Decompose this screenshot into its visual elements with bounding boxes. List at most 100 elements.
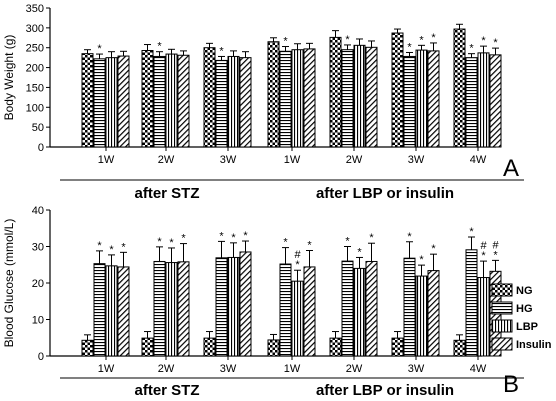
y-axis-label: Body Weight (g) [2,35,16,121]
legend-label: LBP [516,321,538,333]
significance-marker: * [307,240,312,252]
x-tick-label: 3W [220,154,237,166]
significance-marker: * [157,41,162,53]
chart-panel-a: 0 50 100 150 200 250 300 350 Body Weight (g) 1W * 2… [2,3,524,202]
y-tick-label: 350 [26,3,44,15]
y-tick-label: 20 [32,278,44,290]
group-label: after STZ [134,382,199,399]
significance-marker: * [97,240,102,252]
y-tick-label: 50 [32,122,44,134]
bar-lbp [353,267,366,357]
y-tick-label: 30 [32,242,44,254]
y-tick-label: 250 [26,43,44,55]
legend-swatch-lbp [491,319,513,333]
x-tick-label: 4W [470,363,487,375]
y-tick-label: 200 [26,63,44,75]
bar-insulin [239,251,252,357]
bar-hg [341,49,354,148]
bar-insulin [177,54,190,148]
y-axis-label: Blood Glucose (mmol/L) [2,219,16,348]
significance-marker: * [357,246,362,258]
bar-lbp [105,57,118,148]
bar-lbp [291,49,304,148]
bar-insulin [177,261,190,357]
bar-lbp [477,277,490,357]
bar-ng [141,49,154,148]
y-tick-label: 0 [38,351,44,363]
x-tick-label: 1W [98,363,115,375]
bar-lbp [291,280,304,357]
bar-ng [329,36,342,148]
x-tick-label: 3W [408,154,425,166]
bar-lbp [227,55,240,148]
bar-insulin [117,55,130,148]
x-tick-label: 1W [98,154,115,166]
significance-marker: * [219,45,224,57]
significance-marker: * [157,236,162,248]
group-label: after STZ [134,185,199,202]
x-tick-label: 1W [284,363,301,375]
bar-hg [465,57,478,148]
y-tick-label: 100 [26,102,44,114]
legend-swatch-insulin [491,337,513,351]
x-tick-label: 2W [346,154,363,166]
group-label: after LBP or insulin [316,382,454,399]
x-tick-label: 1W [284,154,301,166]
significance-marker: # [492,239,499,251]
y-tick-label: 10 [32,315,44,327]
bar-hg [279,263,292,357]
bar-insulin [117,266,130,357]
bar-insulin [489,54,502,148]
legend-label: NG [516,285,533,297]
bar-insulin [427,50,440,148]
bar-hg [403,55,416,148]
legend-label: HG [516,303,533,315]
significance-marker: * [169,237,174,249]
significance-marker: * [283,237,288,249]
bar-insulin [365,260,378,357]
bar-insulin [239,57,252,148]
bar-ng [391,337,404,357]
bar-lbp [415,49,428,148]
legend-swatch-ng [491,283,513,297]
bar-lbp [353,44,366,148]
legend-label: Insulin [516,339,552,351]
bar-insulin [303,266,316,357]
bar-insulin [427,270,440,357]
bar-hg [215,59,228,148]
significance-marker: # [294,249,301,261]
bar-ng [267,41,280,148]
bar-ng [81,339,94,357]
y-tick-label: 40 [32,205,44,217]
significance-marker: * [181,233,186,245]
x-tick-label: 2W [158,363,175,375]
bar-lbp [165,262,178,357]
significance-marker: * [283,36,288,48]
x-tick-label: 3W [220,363,237,375]
y-tick-label: 0 [38,142,44,154]
significance-marker: # [480,240,487,252]
bar-ng [81,53,94,148]
significance-marker: * [345,34,350,46]
bar-hg [403,257,416,357]
bar-insulin [365,46,378,148]
significance-marker: * [481,250,486,262]
bar-ng [391,32,404,148]
bar-lbp [105,265,118,357]
bar-hg [215,257,228,357]
bar-ng [141,337,154,357]
significance-marker: * [121,241,126,253]
bar-ng [203,337,216,357]
bar-hg [153,260,166,357]
significance-marker: * [481,35,486,47]
bar-lbp [415,275,428,357]
significance-marker: * [407,231,412,243]
significance-marker: * [97,43,102,55]
bar-ng [453,28,466,148]
bar-ng [267,339,280,357]
significance-marker: * [219,230,224,242]
x-tick-label: 3W [408,363,425,375]
bar-ng [453,339,466,357]
significance-marker: * [243,230,248,242]
